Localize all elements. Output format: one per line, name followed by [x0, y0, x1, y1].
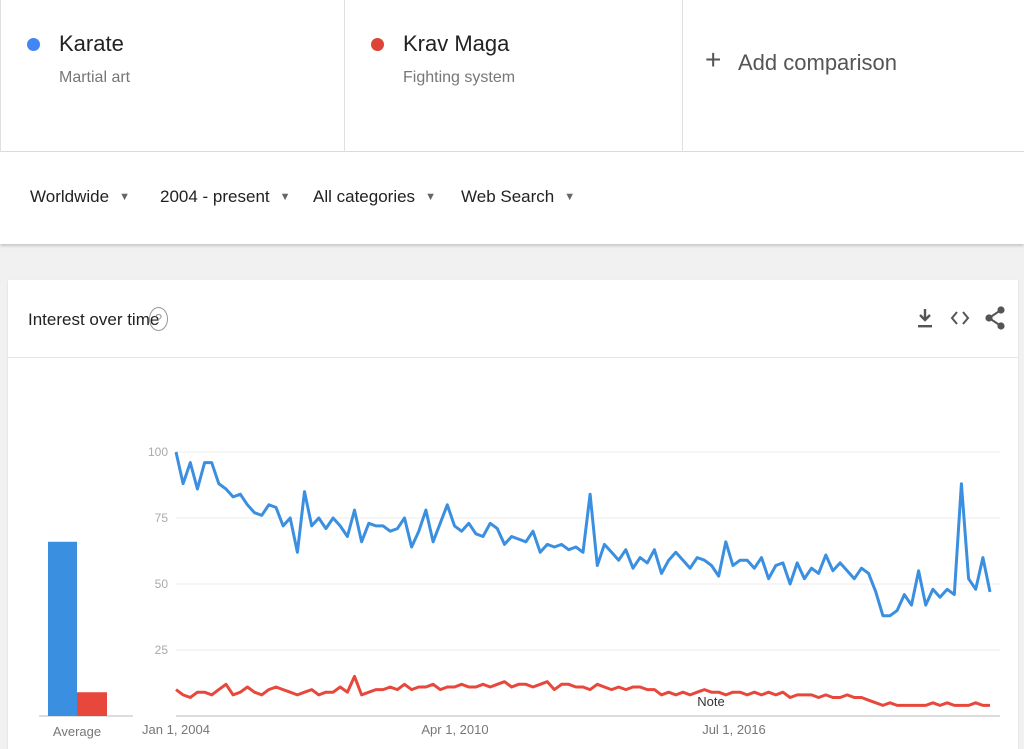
series-line-karate	[174, 451, 992, 618]
share-icon[interactable]	[983, 304, 1007, 332]
y-tick-label: 25	[155, 643, 169, 657]
x-tick-label: Jul 1, 2016	[702, 722, 766, 737]
chart-grid	[176, 451, 1000, 651]
y-tick-label: 100	[148, 445, 168, 459]
add-comparison-button[interactable]: + Add comparison	[683, 0, 1024, 152]
caret-down-icon: ▼	[425, 191, 436, 203]
card-header: Interest over time ?	[8, 280, 1018, 358]
note-annotation[interactable]: Note	[697, 694, 724, 709]
x-tick-label: Jan 1, 2004	[142, 722, 210, 737]
series-color-dot	[27, 38, 40, 51]
caret-down-icon: ▼	[119, 191, 130, 203]
x-tick-label: Apr 1, 2010	[421, 722, 488, 737]
average-bar-krav-maga	[77, 692, 107, 716]
term-subtitle: Fighting system	[403, 69, 516, 86]
y-tick-label: 50	[155, 577, 169, 591]
filter-label: 2004 - present	[160, 187, 270, 206]
average-label: Average	[53, 724, 101, 739]
interest-chart: Average 25 50 75 100 Note Jan 1, 2004 Apr 1…	[39, 445, 1000, 739]
interest-over-time-card: Interest over time ? Average	[8, 280, 1018, 749]
filter-bar: Worldwide ▼ 2004 - present ▼ All categorie…	[0, 152, 1024, 244]
filter-label: Worldwide	[30, 187, 110, 206]
filter-search-type[interactable]: Web Search ▼	[461, 187, 575, 207]
series-line-krav-maga	[175, 674, 990, 707]
filter-time-range[interactable]: 2004 - present ▼	[160, 187, 291, 207]
term-name[interactable]: Krav Maga	[403, 31, 510, 56]
filter-region[interactable]: Worldwide ▼	[30, 187, 130, 207]
caret-down-icon: ▼	[564, 191, 576, 203]
series-color-dot	[371, 38, 384, 51]
term-card-karate[interactable]: Karate Martial art	[0, 0, 345, 152]
add-comparison-label: Add comparison	[738, 50, 897, 75]
filter-label: Web Search	[461, 187, 555, 206]
caret-down-icon: ▼	[279, 191, 291, 203]
embed-icon[interactable]	[948, 304, 972, 332]
term-subtitle: Martial art	[59, 69, 131, 86]
term-name[interactable]: Karate	[59, 31, 124, 56]
average-bar-karate	[48, 541, 77, 716]
filter-label: All categories	[313, 187, 416, 206]
card-title: Interest over time	[28, 310, 160, 329]
comparison-bar: Karate Martial art Krav Maga Fighting sy…	[0, 0, 1024, 152]
y-tick-label: 75	[155, 511, 169, 525]
y-axis-labels: 25 50 75 100	[148, 445, 168, 657]
plus-icon: +	[705, 44, 722, 75]
term-card-krav-maga[interactable]: Krav Maga Fighting system	[345, 0, 683, 152]
filter-category[interactable]: All categories ▼	[313, 187, 436, 207]
question-icon[interactable]: ?	[149, 307, 168, 331]
download-icon[interactable]	[913, 304, 937, 332]
